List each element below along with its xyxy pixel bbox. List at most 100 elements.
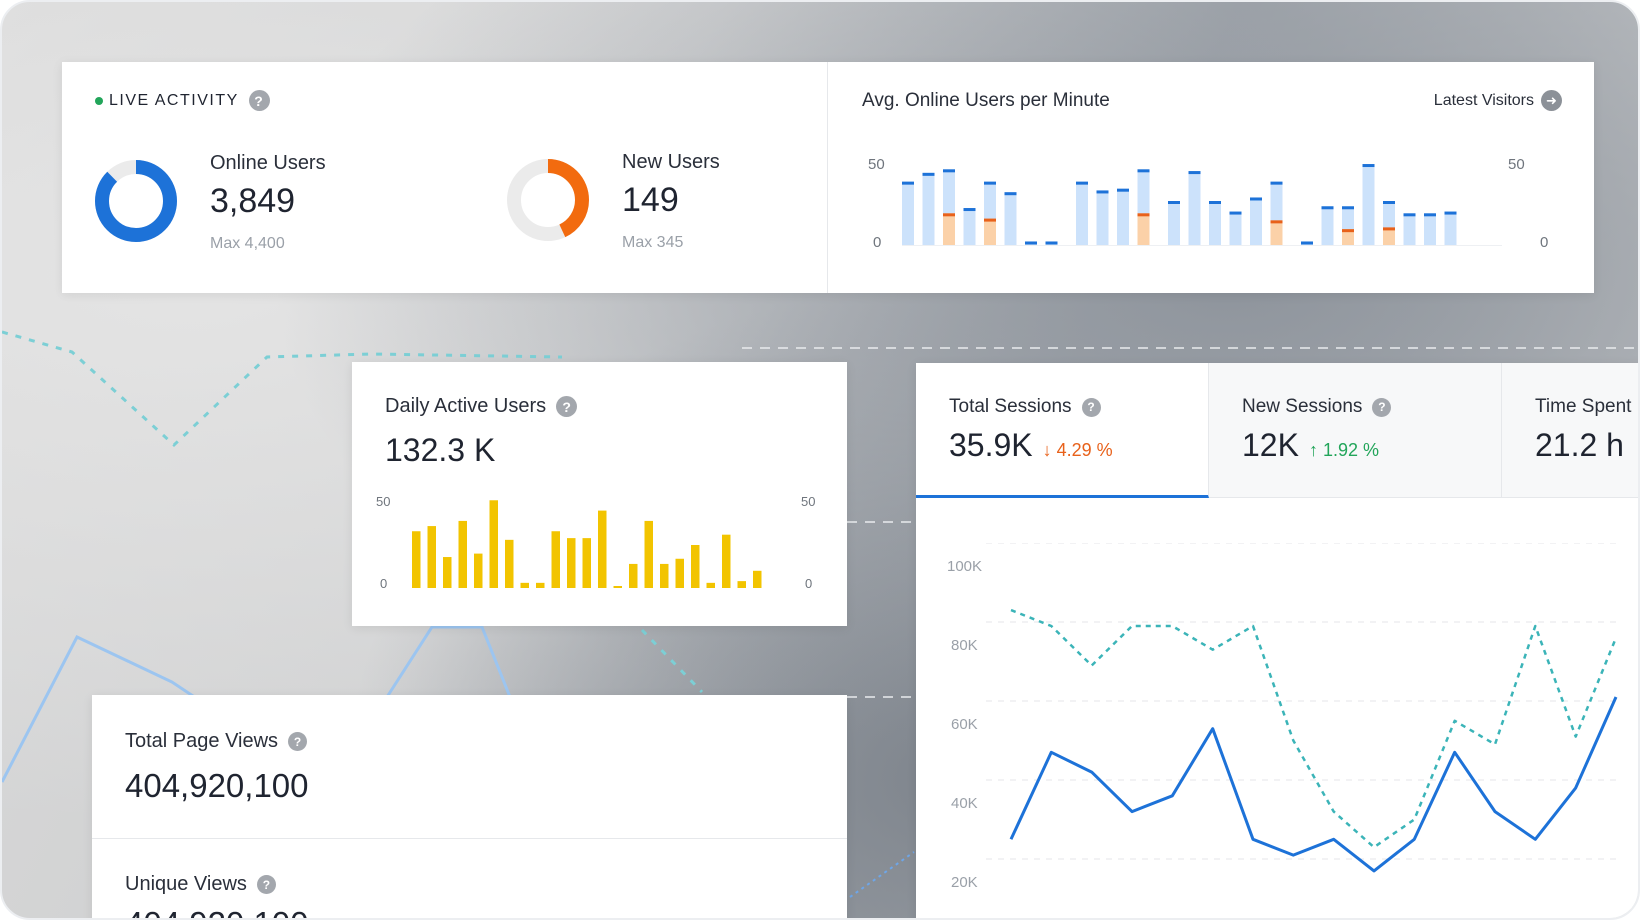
bar	[536, 582, 545, 588]
deco-teal-dashed-line	[2, 330, 563, 448]
axis-tick-right-top: 50	[801, 494, 816, 509]
total-page-views-value: 404,920,100	[125, 767, 309, 804]
card-divider	[827, 62, 828, 293]
y-axis-tick: 40K	[951, 795, 978, 812]
bar-cap	[1362, 164, 1375, 168]
new-users-donut	[507, 159, 589, 241]
bar-cap	[943, 169, 955, 173]
bar	[1004, 192, 1017, 245]
sessions-line-chart	[986, 543, 1618, 873]
bar	[582, 538, 591, 588]
help-icon[interactable]: ?	[248, 90, 270, 111]
bar	[1076, 181, 1088, 245]
total-page-views-title: Total Page Views ?	[125, 730, 308, 753]
bar	[1444, 211, 1457, 245]
bar-cap	[1229, 211, 1242, 215]
change-badge: ↓ 4.29 %	[1043, 440, 1113, 461]
bar-cap	[1188, 171, 1201, 175]
bar-segment-cap	[984, 218, 996, 222]
help-icon[interactable]: ?	[1372, 397, 1392, 417]
new-users-value: 149	[622, 181, 679, 219]
bar	[1229, 211, 1242, 245]
y-axis-tick: 80K	[951, 637, 978, 654]
tab-label: Total Sessions	[949, 396, 1072, 417]
bar-segment	[1137, 213, 1150, 245]
card-divider	[92, 838, 847, 839]
bar-segment	[984, 218, 996, 245]
bar-cap	[1096, 190, 1109, 194]
daily-active-users-card: Daily Active Users ? 132.3 K 50 0 50 0	[352, 362, 847, 626]
bar-cap	[1025, 241, 1037, 245]
bar	[1168, 201, 1180, 245]
bar-cap	[1444, 211, 1457, 215]
series-line	[1009, 696, 1618, 873]
axis-tick-right-bottom: 0	[805, 576, 813, 591]
sessions-card: Total Sessions ? 35.9K ↓ 4.29 % New Sess…	[916, 363, 1638, 918]
help-icon[interactable]: ?	[1081, 397, 1101, 417]
help-icon[interactable]: ?	[556, 396, 578, 417]
online-users-max: Max 4,400	[210, 235, 285, 252]
tab-total-sessions[interactable]: Total Sessions ? 35.9K ↓ 4.29 %	[916, 363, 1209, 498]
bar-cap	[1270, 181, 1283, 185]
axis-tick-left-bottom: 0	[873, 234, 882, 251]
bar	[1321, 206, 1334, 245]
bar-cap	[1403, 213, 1416, 217]
tab-value: 21.2 h	[1535, 427, 1624, 463]
y-axis-tick: 20K	[951, 874, 978, 891]
online-users-value: 3,849	[210, 182, 296, 220]
bar-cap	[1321, 206, 1334, 210]
bar-segment-cap	[1270, 220, 1283, 224]
bar-segment-cap	[1383, 227, 1395, 231]
change-badge: ↑ 1.92 %	[1309, 440, 1379, 461]
bar-cap	[1250, 197, 1262, 201]
online-users-label: Online Users	[210, 152, 326, 174]
bar-cap	[1342, 206, 1354, 210]
latest-visitors-link[interactable]: Latest Visitors ➜	[1434, 90, 1562, 111]
bar	[753, 570, 762, 588]
axis-tick-right-bottom: 0	[1540, 234, 1549, 251]
bar-segment	[1383, 227, 1395, 245]
bar	[691, 545, 700, 588]
bar	[613, 586, 622, 588]
tab-new-sessions[interactable]: New Sessions ? 12K ↑ 1.92 %	[1209, 363, 1502, 498]
bar	[1362, 164, 1375, 245]
bar-cap	[922, 172, 935, 176]
online-users-donut	[95, 160, 177, 242]
axis-tick-left-top: 50	[868, 156, 885, 173]
bar	[963, 208, 976, 245]
bar-segment	[1342, 229, 1354, 245]
bar-segment-cap	[1137, 213, 1150, 217]
daily-active-users-title: Daily Active Users ?	[385, 395, 578, 418]
bar	[427, 526, 436, 588]
bar	[551, 531, 560, 588]
bar	[1424, 213, 1436, 245]
tab-time-spent[interactable]: Time Spent 21.2 h	[1502, 363, 1638, 498]
help-icon[interactable]: ?	[288, 732, 308, 751]
deco-blue-line-2	[385, 625, 514, 703]
avg-online-chart-title: Avg. Online Users per Minute	[862, 90, 1110, 111]
bar	[458, 520, 467, 588]
bar-cap	[1209, 201, 1221, 204]
bar	[629, 563, 638, 588]
bar-cap	[902, 181, 914, 185]
bar-cap	[1004, 192, 1017, 196]
arrow-up-icon: ↑	[1308, 440, 1318, 460]
y-axis-tick: 100K	[947, 558, 983, 575]
bar-segment-cap	[943, 213, 955, 217]
help-icon[interactable]: ?	[256, 875, 276, 894]
tab-value: 12K	[1242, 427, 1299, 463]
bar	[722, 534, 731, 588]
arrow-right-icon[interactable]: ➜	[1541, 90, 1562, 111]
bar	[737, 581, 746, 588]
arrow-down-icon: ↓	[1042, 440, 1052, 460]
bar-cap	[1383, 201, 1395, 204]
axis-tick-right-top: 50	[1508, 156, 1525, 173]
bar	[675, 558, 684, 588]
bar-segment	[943, 213, 955, 245]
bar	[660, 563, 669, 588]
change-value: 1.92 %	[1322, 440, 1379, 460]
bar-cap	[1168, 201, 1180, 204]
bar	[644, 520, 653, 588]
